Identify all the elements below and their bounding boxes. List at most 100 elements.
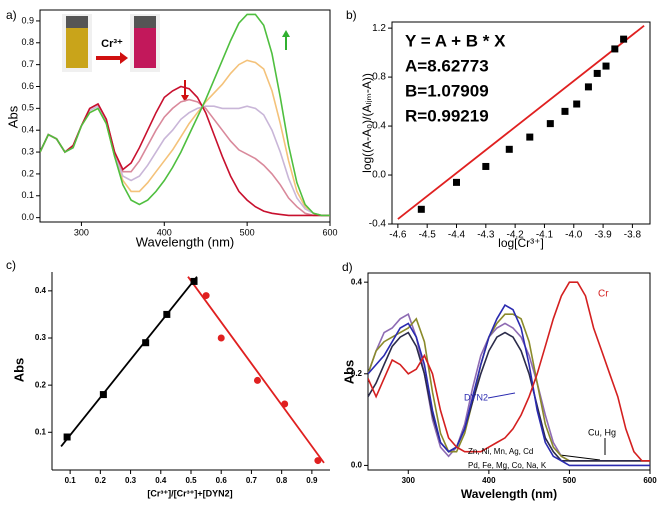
y-tick-label: 0.7 bbox=[21, 59, 34, 69]
series-line bbox=[368, 281, 650, 462]
point bbox=[314, 457, 322, 465]
point bbox=[573, 100, 581, 108]
annotation: Cr bbox=[598, 289, 609, 300]
arrow-head bbox=[282, 30, 290, 37]
panel: 300 400 500 600 0.0 0.1 0.2 0.3 0.4 0.5 0.6 0.7 0.8 0… bbox=[5, 8, 337, 249]
plot-frame bbox=[391, 21, 651, 225]
panel-label: c) bbox=[6, 258, 16, 272]
arrow-head bbox=[120, 52, 128, 64]
x-tick-label: 600 bbox=[643, 476, 657, 485]
trend-arrows bbox=[181, 30, 606, 461]
x-tick-label: -4.3 bbox=[477, 230, 495, 241]
point bbox=[546, 120, 554, 128]
annotation: Zn, Ni, Mn, Ag, Cd bbox=[468, 447, 533, 456]
point bbox=[611, 45, 619, 53]
plot-frame bbox=[39, 9, 331, 223]
panel-label: d) bbox=[342, 260, 353, 274]
y-tick-label: 0.6 bbox=[21, 81, 34, 91]
annotation: Y = A + B * X bbox=[405, 31, 506, 50]
point bbox=[217, 334, 225, 342]
y-tick-label: 0.1 bbox=[21, 190, 34, 200]
y-axis-label: Abs bbox=[11, 358, 26, 383]
annotation: R=0.99219 bbox=[405, 106, 489, 125]
x-tick-label: -4.0 bbox=[565, 230, 583, 241]
x-tick-label: 0.4 bbox=[155, 476, 167, 485]
x-tick-label: 0.1 bbox=[65, 476, 77, 485]
point bbox=[163, 310, 171, 318]
series-group bbox=[40, 13, 330, 217]
series-group bbox=[397, 24, 645, 220]
y-tick-label: 1.2 bbox=[372, 23, 386, 34]
x-tick-label: -4.4 bbox=[448, 230, 466, 241]
y-tick-label: -0.4 bbox=[369, 219, 387, 230]
x-tick-label: 400 bbox=[482, 476, 496, 485]
series-line bbox=[60, 276, 198, 447]
panel-label: a) bbox=[6, 8, 17, 22]
point bbox=[584, 83, 592, 91]
x-tick-label: -4.5 bbox=[419, 230, 437, 241]
series-line bbox=[397, 24, 645, 220]
y-tick-label: 0.3 bbox=[21, 146, 34, 156]
x-tick-label: 500 bbox=[240, 227, 255, 237]
y-tick-label: 0.8 bbox=[372, 72, 386, 83]
x-axis-label: Wavelength (nm) bbox=[136, 234, 235, 249]
x-tick-label: 300 bbox=[74, 227, 89, 237]
y-tick-label: 0.2 bbox=[21, 168, 34, 178]
y-tick-label: 0.2 bbox=[35, 380, 47, 389]
panel-label: b) bbox=[346, 8, 357, 22]
point bbox=[99, 391, 107, 399]
vial-cap bbox=[134, 16, 156, 28]
annotation: B=1.07909 bbox=[405, 81, 489, 100]
x-axis-label: [Cr³⁺]/[Cr³⁺]+[DYN2] bbox=[147, 488, 232, 498]
point bbox=[505, 145, 513, 153]
point bbox=[142, 339, 150, 347]
point bbox=[417, 205, 425, 213]
y-axis-label: Abs bbox=[5, 105, 20, 128]
annotation: Cr³⁺ bbox=[101, 38, 123, 50]
x-tick-label: 0.9 bbox=[306, 476, 318, 485]
point bbox=[526, 133, 534, 141]
annotation: Cu, Hg bbox=[588, 427, 616, 437]
point bbox=[202, 292, 210, 300]
annotation: DYN2 bbox=[464, 392, 488, 402]
y-tick-label: 0.2 bbox=[351, 369, 363, 378]
point bbox=[602, 62, 610, 70]
x-tick-label: 0.2 bbox=[95, 476, 107, 485]
point bbox=[190, 277, 198, 285]
x-tick-label: 500 bbox=[563, 476, 577, 485]
annotation: A=8.62773 bbox=[405, 56, 489, 75]
x-tick-label: -3.9 bbox=[594, 230, 612, 241]
y-tick-label: 0.4 bbox=[372, 121, 386, 132]
y-tick-label: 0.0 bbox=[372, 170, 386, 181]
y-tick-label: 0.9 bbox=[21, 15, 34, 25]
x-tick-label: 400 bbox=[157, 227, 172, 237]
x-tick-label: 0.6 bbox=[216, 476, 228, 485]
y-tick-label: 0.0 bbox=[21, 212, 34, 222]
x-tick-label: 0.3 bbox=[125, 476, 137, 485]
y-tick-label: 0.4 bbox=[35, 286, 47, 295]
y-tick-label: 0.3 bbox=[35, 333, 47, 342]
series-group bbox=[368, 281, 650, 467]
series-line bbox=[40, 85, 330, 217]
series-line bbox=[368, 304, 650, 467]
vial-inset bbox=[62, 14, 160, 72]
panel: 0.1 0.2 0.3 0.4 0.5 0.6 0.7 0.8 0.9 0.1 0.2 0.3 0.4 c… bbox=[6, 258, 330, 498]
x-tick-label: -4.2 bbox=[507, 230, 525, 241]
x-tick-label: -4.6 bbox=[389, 230, 407, 241]
y-axis-label: Abs bbox=[341, 360, 356, 385]
annotation: Pd, Fe, Mg, Co, Na, K bbox=[468, 461, 547, 470]
pointer bbox=[559, 454, 601, 461]
vial-yellow bbox=[66, 28, 88, 68]
x-tick-label: 0.8 bbox=[276, 476, 288, 485]
x-tick-label: 300 bbox=[402, 476, 416, 485]
series-group bbox=[60, 276, 325, 464]
point bbox=[253, 376, 261, 384]
vial-cap bbox=[66, 16, 88, 28]
vial-red bbox=[134, 28, 156, 68]
x-axis-label: log[Cr³⁺] bbox=[498, 236, 544, 250]
y-tick-label: 0.4 bbox=[351, 277, 363, 286]
point bbox=[281, 400, 289, 408]
panel: 300 400 500 600 0.0 0.2 0.4 d) Wavelength (nm) Ab… bbox=[341, 260, 657, 501]
